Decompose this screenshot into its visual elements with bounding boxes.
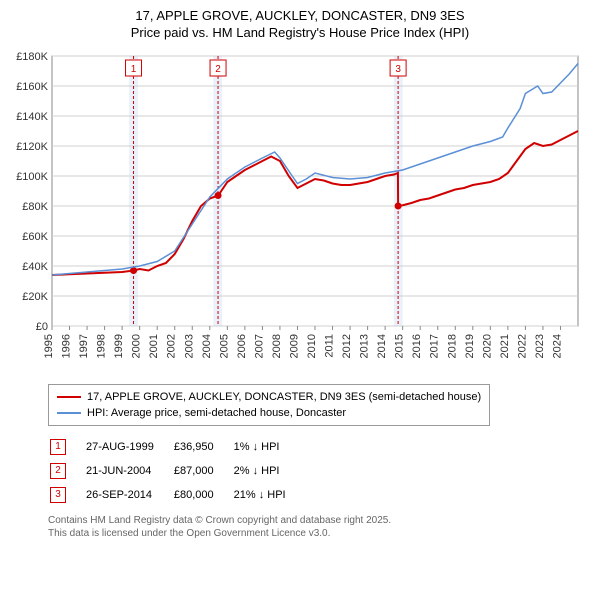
svg-text:1996: 1996	[61, 334, 73, 358]
event-price: £80,000	[174, 484, 232, 506]
legend-swatch	[57, 412, 81, 414]
svg-text:£160K: £160K	[16, 81, 48, 93]
event-price: £87,000	[174, 460, 232, 482]
svg-text:£40K: £40K	[22, 261, 48, 273]
svg-text:2013: 2013	[359, 334, 371, 358]
event-marker: 3	[50, 487, 66, 503]
svg-text:2002: 2002	[166, 334, 178, 358]
svg-text:2024: 2024	[551, 334, 563, 358]
svg-text:2016: 2016	[411, 334, 423, 358]
legend: 17, APPLE GROVE, AUCKLEY, DONCASTER, DN9…	[48, 384, 490, 426]
legend-swatch	[57, 396, 81, 398]
svg-text:2011: 2011	[324, 334, 336, 358]
event-change: 2% ↓ HPI	[234, 460, 304, 482]
svg-text:2007: 2007	[253, 334, 265, 358]
svg-text:£100K: £100K	[16, 171, 48, 183]
legend-label: 17, APPLE GROVE, AUCKLEY, DONCASTER, DN9…	[87, 391, 481, 403]
svg-text:2000: 2000	[131, 334, 143, 358]
svg-text:2015: 2015	[394, 334, 406, 358]
svg-text:£140K: £140K	[16, 111, 48, 123]
svg-text:2008: 2008	[271, 334, 283, 358]
svg-text:2022: 2022	[516, 334, 528, 358]
svg-text:2003: 2003	[183, 334, 195, 358]
price-events-table: 1 27-AUG-1999£36,9501% ↓ HPI 2 21-JUN-2004£…	[48, 434, 306, 508]
footer-attribution: Contains HM Land Registry data © Crown c…	[48, 514, 592, 540]
svg-text:£180K: £180K	[16, 51, 48, 63]
svg-text:2019: 2019	[464, 334, 476, 358]
legend-item: 17, APPLE GROVE, AUCKLEY, DONCASTER, DN9…	[57, 389, 481, 405]
event-date: 21-JUN-2004	[86, 460, 172, 482]
footer-line2: This data is licensed under the Open Gov…	[48, 527, 592, 540]
svg-text:2001: 2001	[148, 334, 160, 358]
svg-text:2018: 2018	[446, 334, 458, 358]
event-price: £36,950	[174, 436, 232, 458]
svg-text:1995: 1995	[43, 334, 55, 358]
svg-text:£80K: £80K	[22, 201, 48, 213]
svg-text:2006: 2006	[236, 334, 248, 358]
price-event-row: 3 26-SEP-2014£80,00021% ↓ HPI	[50, 484, 304, 506]
svg-text:2009: 2009	[288, 334, 300, 358]
svg-text:3: 3	[395, 64, 401, 75]
event-change: 21% ↓ HPI	[234, 484, 304, 506]
svg-text:£20K: £20K	[22, 291, 48, 303]
chart-title: 17, APPLE GROVE, AUCKLEY, DONCASTER, DN9…	[8, 8, 592, 42]
event-marker: 1	[50, 439, 66, 455]
svg-text:1997: 1997	[78, 334, 90, 358]
event-change: 1% ↓ HPI	[234, 436, 304, 458]
svg-text:2023: 2023	[534, 334, 546, 358]
svg-text:1998: 1998	[96, 334, 108, 358]
legend-label: HPI: Average price, semi-detached house,…	[87, 407, 346, 419]
title-line2: Price paid vs. HM Land Registry's House …	[8, 25, 592, 42]
svg-text:£120K: £120K	[16, 141, 48, 153]
event-date: 26-SEP-2014	[86, 484, 172, 506]
svg-text:2004: 2004	[201, 334, 213, 358]
line-chart: £0 £20K £40K £60K £80K £100K £120K £140K £160K £1…	[8, 46, 588, 376]
legend-item: HPI: Average price, semi-detached house,…	[57, 405, 481, 421]
footer-line1: Contains HM Land Registry data © Crown c…	[48, 514, 592, 527]
svg-text:1999: 1999	[113, 334, 125, 358]
event-marker: 2	[50, 463, 66, 479]
svg-text:2017: 2017	[429, 334, 441, 358]
svg-text:2014: 2014	[376, 334, 388, 358]
svg-text:2012: 2012	[341, 334, 353, 358]
chart-container: £0 £20K £40K £60K £80K £100K £120K £140K £160K £1…	[8, 46, 592, 376]
price-event-row: 2 21-JUN-2004£87,0002% ↓ HPI	[50, 460, 304, 482]
svg-text:2: 2	[215, 64, 221, 75]
svg-text:2010: 2010	[306, 334, 318, 358]
event-date: 27-AUG-1999	[86, 436, 172, 458]
svg-text:2005: 2005	[218, 334, 230, 358]
svg-text:£60K: £60K	[22, 231, 48, 243]
svg-text:2021: 2021	[499, 334, 511, 358]
svg-text:1: 1	[131, 64, 137, 75]
price-event-row: 1 27-AUG-1999£36,9501% ↓ HPI	[50, 436, 304, 458]
title-line1: 17, APPLE GROVE, AUCKLEY, DONCASTER, DN9…	[8, 8, 592, 25]
svg-text:£0: £0	[36, 321, 48, 333]
svg-text:2020: 2020	[481, 334, 493, 358]
